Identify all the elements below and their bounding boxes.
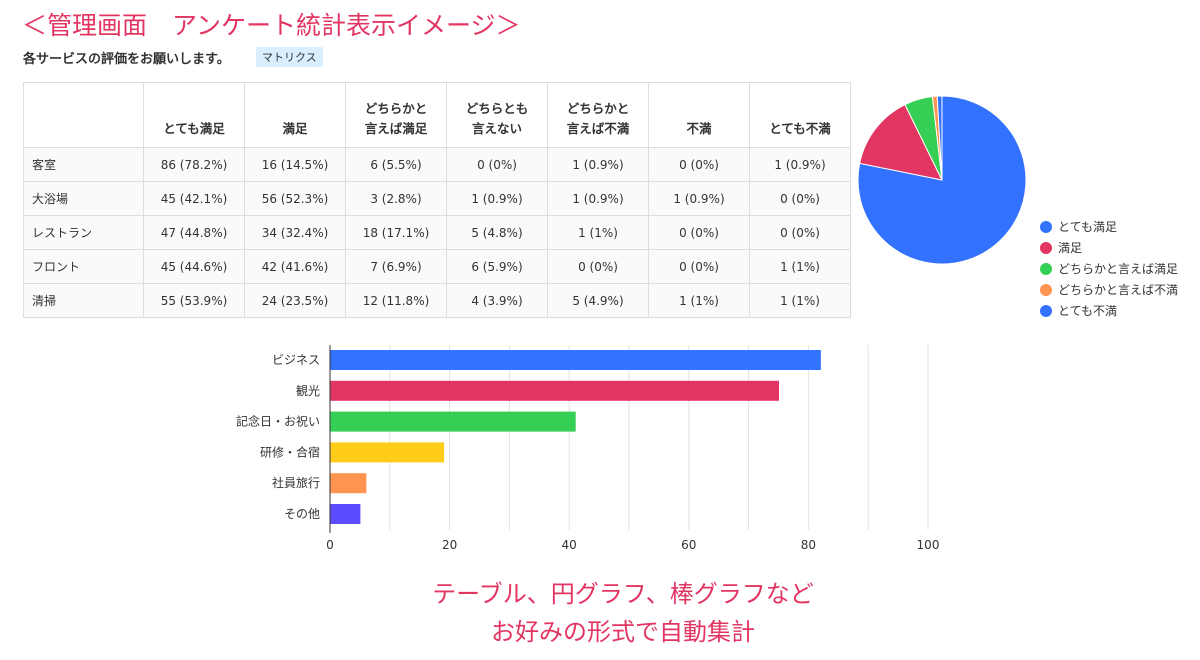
table-cell: 6 (5.9%) (446, 249, 548, 284)
table-cell: 56 (52.3%) (244, 181, 346, 216)
table-cell: 45 (42.1%) (143, 181, 245, 216)
row-label: レストラン (23, 215, 144, 250)
table-cell: 6 (5.5%) (345, 147, 447, 182)
legend-item: とても不満 (1040, 300, 1178, 321)
bar (330, 473, 367, 494)
table-cell: 1 (0.9%) (547, 147, 649, 182)
table-cell: 1 (0.9%) (749, 147, 851, 182)
column-header: どちらとも 言えない (446, 82, 548, 148)
bar (330, 350, 821, 370)
legend-swatch (1040, 262, 1052, 275)
table-cell: 1 (0.9%) (547, 181, 649, 216)
bar (330, 380, 779, 401)
pie-slice (936, 95, 943, 181)
row-label: 清掃 (23, 283, 144, 318)
table-cell: 86 (78.2%) (143, 147, 245, 182)
table-cell: 47 (44.8%) (143, 215, 245, 250)
legend-label: 満足 (1058, 241, 1083, 255)
legend-swatch (1040, 241, 1052, 254)
table-cell: 18 (17.1%) (345, 215, 447, 250)
pie-slice (857, 95, 1027, 265)
question-text: 各サービスの評価をお願いします。 (23, 52, 230, 67)
column-header: どちらかと 言えば満足 (345, 82, 447, 148)
legend-item: どちらかと言えば不満 (1040, 279, 1178, 300)
table-cell: 3 (2.8%) (345, 181, 447, 216)
bar (330, 442, 445, 463)
pie-chart (857, 95, 1027, 265)
column-header (23, 82, 144, 148)
table-cell: 1 (1%) (547, 215, 649, 250)
table-cell: 5 (4.9%) (547, 283, 649, 318)
table-row: 清掃 55 (53.9%) 24 (23.5%) 12 (11.8%) 4 (3.9%)… (23, 283, 851, 318)
table-cell: 0 (0%) (749, 181, 851, 216)
legend-label: どちらかと言えば満足 (1058, 262, 1179, 276)
table-cell: 5 (4.8%) (446, 215, 548, 250)
table-cell: 55 (53.9%) (143, 283, 245, 318)
bar (330, 504, 361, 524)
x-tick-label: 20 (442, 538, 457, 552)
table-cell: 42 (41.6%) (244, 249, 346, 284)
footer-line-2: お好みの形式で自動集計 (491, 618, 755, 646)
page-title: ＜管理画面 アンケート統計表示イメージ＞ (22, 11, 521, 40)
question-type-badge: マトリクス (256, 47, 323, 67)
table-cell: 24 (23.5%) (244, 283, 346, 318)
table-cell: 34 (32.4%) (244, 215, 346, 250)
table-cell: 12 (11.8%) (345, 283, 447, 318)
pie-legend: とても満足満足どちらかと言えば満足 どちらかと言えば不満 とても不満 (1040, 216, 1178, 321)
table-cell: 1 (1%) (749, 283, 851, 318)
table-cell: 1 (0.9%) (648, 181, 750, 216)
category-label: 社員旅行 (272, 475, 320, 490)
legend-swatch (1040, 283, 1052, 296)
results-table: とても満足 満足 どちらかと 言えば満足 どちらとも 言えない どちらかと 言えば不満不… (23, 82, 851, 318)
table-row: レストラン 47 (44.8%) 34 (32.4%) 18 (17.1%) 5 (4.… (23, 215, 851, 250)
legend-label: とても不満 (1058, 304, 1118, 318)
legend-label: どちらかと言えば不満 (1058, 283, 1179, 297)
table-cell: 1 (1%) (648, 283, 750, 318)
table-cell: 45 (44.6%) (143, 249, 245, 284)
legend-item: とても満足 (1040, 216, 1178, 237)
category-label: ビジネス (272, 353, 320, 367)
table-cell: 0 (0%) (446, 147, 548, 182)
table-cell: 0 (0%) (648, 249, 750, 284)
legend-label: とても満足 (1058, 220, 1118, 234)
x-tick-label: 40 (562, 538, 577, 552)
x-tick-label: 60 (681, 538, 696, 552)
table-cell: 7 (6.9%) (345, 249, 447, 284)
table-cell: 0 (0%) (648, 215, 750, 250)
legend-item: 満足 (1040, 237, 1178, 258)
column-header: 不満 (648, 82, 750, 148)
legend-swatch (1040, 304, 1052, 317)
legend-swatch (1040, 220, 1052, 233)
category-label: 観光 (296, 384, 320, 398)
column-header: どちらかと 言えば不満 (547, 82, 649, 148)
table-cell: 0 (0%) (749, 215, 851, 250)
row-label: フロント (23, 249, 144, 284)
row-label: 客室 (23, 147, 144, 182)
column-header: 満足 (244, 82, 346, 148)
x-tick-label: 80 (801, 538, 816, 552)
legend-item: どちらかと言えば満足 (1040, 258, 1178, 279)
category-label: 研修・合宿 (260, 444, 320, 459)
column-header: とても不満 (749, 82, 851, 148)
table-row: 客室 86 (78.2%) 16 (14.5%) 6 (5.5%) 0 (0%) 1 (0… (23, 147, 851, 182)
table-cell: 0 (0%) (547, 249, 649, 284)
x-tick-label: 0 (326, 538, 334, 552)
footer-line-1: テーブル、円グラフ、棒グラフなど (432, 580, 814, 608)
table-cell: 1 (0.9%) (446, 181, 548, 216)
row-label: 大浴場 (23, 181, 144, 216)
table-cell: 1 (1%) (749, 249, 851, 284)
table-cell: 0 (0%) (648, 147, 750, 182)
category-label: 記念日・お祝い (236, 414, 320, 429)
table-cell: 4 (3.9%) (446, 283, 548, 318)
column-header: とても満足 (143, 82, 245, 148)
table-cell: 16 (14.5%) (244, 147, 346, 182)
table-row: フロント 45 (44.6%) 42 (41.6%) 7 (6.9%) 6 (5.9%)… (23, 249, 851, 284)
category-label: その他 (284, 507, 320, 521)
pie-slice (859, 103, 943, 181)
bar (330, 411, 576, 432)
x-tick-label: 100 (917, 538, 940, 552)
table-row: 大浴場 45 (42.1%) 56 (52.3%) 3 (2.8%) 1 (0.9%) 1… (23, 181, 851, 216)
